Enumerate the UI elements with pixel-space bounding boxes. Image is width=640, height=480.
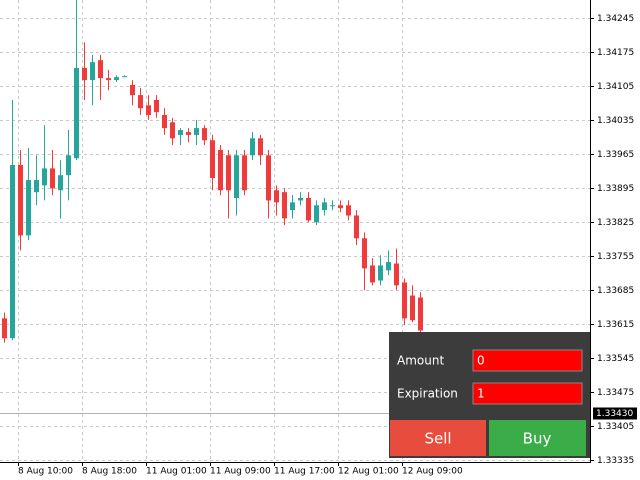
x-tick-label: 12 Aug 01:00 xyxy=(338,467,399,477)
candle-body xyxy=(266,155,271,201)
candle-body xyxy=(10,165,15,339)
candle-body xyxy=(82,67,87,81)
candle-body xyxy=(386,262,391,271)
expiration-value: 1 xyxy=(477,387,485,401)
amount-value: 0 xyxy=(477,354,485,368)
y-tick-label: 1.33335 xyxy=(597,456,634,466)
x-tick-label: 11 Aug 09:00 xyxy=(210,467,271,477)
candle-body xyxy=(170,122,175,139)
candle-body xyxy=(98,60,103,79)
candle-body xyxy=(106,78,111,81)
candle-body xyxy=(18,165,23,236)
candle-body xyxy=(418,297,423,331)
candle-body xyxy=(378,265,383,281)
candle-body xyxy=(162,115,167,129)
candle-body xyxy=(66,155,71,176)
candle-body xyxy=(114,77,119,81)
y-tick-label: 1.33405 xyxy=(597,422,634,432)
candle-body xyxy=(146,105,151,116)
y-tick-label: 1.33965 xyxy=(597,150,634,160)
candle-body xyxy=(218,149,223,191)
y-tick-label: 1.33615 xyxy=(597,320,634,330)
candle-body xyxy=(130,84,135,96)
candle-body xyxy=(258,138,263,156)
y-tick-label: 1.34105 xyxy=(597,82,634,92)
y-tick-label: 1.33685 xyxy=(597,286,634,296)
x-tick-label: 11 Aug 01:00 xyxy=(146,467,207,477)
candle-body xyxy=(306,198,311,221)
candle-body xyxy=(194,128,199,135)
candle-body xyxy=(282,192,287,219)
candle-body xyxy=(354,215,359,239)
y-tick-label: 1.34245 xyxy=(597,14,634,24)
candle-body xyxy=(74,67,79,159)
expiration-input[interactable] xyxy=(472,382,583,405)
y-tick-label: 1.33755 xyxy=(597,252,634,262)
current-price-label: 1.33430 xyxy=(596,409,633,419)
candle-body xyxy=(226,155,231,191)
candle-body xyxy=(154,99,159,113)
candle-body xyxy=(322,202,327,211)
y-tick-label: 1.34175 xyxy=(597,48,634,58)
candle-body xyxy=(210,140,215,179)
sell-button[interactable] xyxy=(390,420,486,456)
y-tick-label: 1.33545 xyxy=(597,354,634,364)
candle-body xyxy=(50,168,55,189)
expiration-label: Expiration xyxy=(397,387,458,401)
candle-body xyxy=(2,318,7,339)
candle-body xyxy=(90,62,95,81)
candle-body xyxy=(58,175,63,191)
candle-body xyxy=(362,238,367,269)
trade-panel: Amount 0 Expiration 1 Sell Buy xyxy=(389,332,590,458)
y-tick-label: 1.34035 xyxy=(597,116,634,126)
x-tick-label: 8 Aug 18:00 xyxy=(82,467,137,477)
candle-body xyxy=(26,180,31,236)
candle-body xyxy=(242,155,247,191)
candle-body xyxy=(346,205,351,216)
candle-body xyxy=(138,95,143,109)
x-tick-label: 12 Aug 09:00 xyxy=(402,467,463,477)
candle-body xyxy=(410,295,415,321)
candle-body xyxy=(34,180,39,193)
buy-button[interactable] xyxy=(489,420,586,456)
candle-body xyxy=(178,130,183,135)
x-tick-label: 11 Aug 17:00 xyxy=(274,467,335,477)
candle-body xyxy=(274,190,279,203)
candle-body xyxy=(314,205,319,223)
y-tick-label: 1.33895 xyxy=(597,184,634,194)
candle-body xyxy=(298,198,303,201)
candle-body xyxy=(42,168,47,186)
candle-body xyxy=(394,263,399,286)
y-tick-label: 1.33475 xyxy=(597,388,634,398)
candle-body xyxy=(338,205,343,209)
amount-input[interactable] xyxy=(472,349,583,372)
candle-body xyxy=(370,265,375,283)
candle-body xyxy=(402,282,407,319)
y-tick-label: 1.33825 xyxy=(597,218,634,228)
candle-body xyxy=(290,202,295,211)
candle-body xyxy=(330,205,335,207)
sell-label: Sell xyxy=(424,430,451,448)
candle-body xyxy=(186,132,191,135)
x-tick-label: 8 Aug 10:00 xyxy=(18,467,73,477)
amount-label: Amount xyxy=(397,354,444,368)
candle-body xyxy=(234,155,239,198)
candle-body xyxy=(202,128,207,141)
current-price-box xyxy=(593,407,637,420)
candle-body xyxy=(250,138,255,156)
candle-body xyxy=(122,76,127,78)
buy-label: Buy xyxy=(523,430,552,448)
